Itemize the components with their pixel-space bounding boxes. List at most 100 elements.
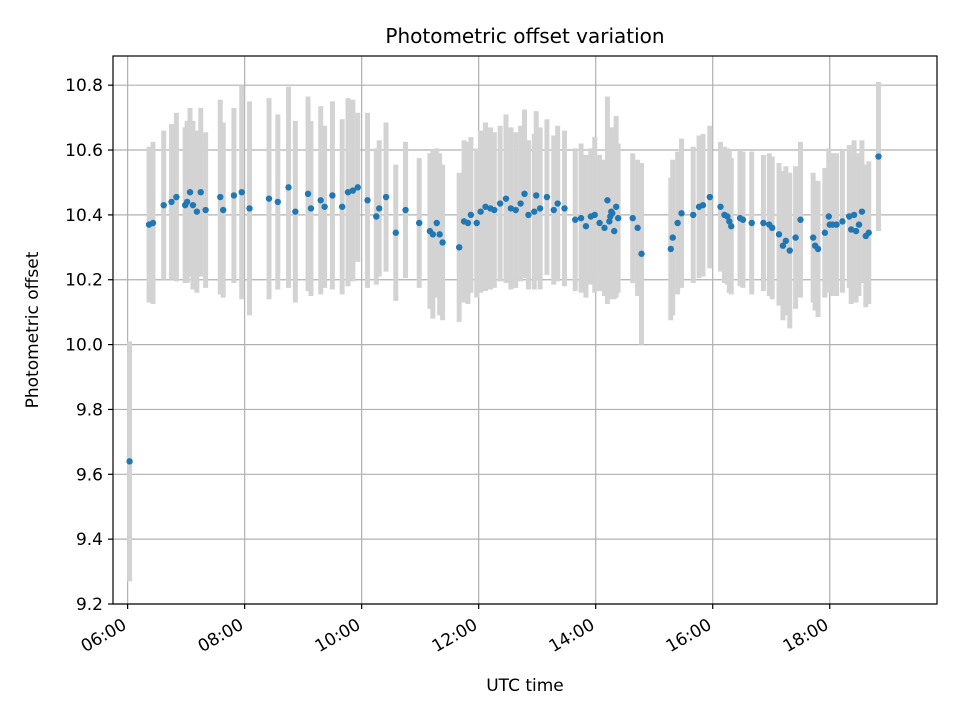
data-point bbox=[839, 218, 846, 225]
data-point bbox=[601, 224, 608, 232]
data-point bbox=[344, 188, 352, 196]
x-tick-label: 14:00 bbox=[546, 615, 598, 657]
data-point bbox=[525, 211, 532, 219]
y-tick-label: 10.2 bbox=[65, 271, 103, 291]
data-point bbox=[496, 200, 504, 207]
data-point bbox=[728, 223, 735, 230]
data-point bbox=[482, 203, 489, 210]
data-point bbox=[847, 226, 855, 233]
data-point bbox=[782, 237, 790, 245]
x-tick-label: 16:00 bbox=[663, 615, 715, 657]
y-axis-ticks: 9.2 9.4 9.6 9.8 10.0 10.2 10.4 10.6 10.8 bbox=[65, 76, 113, 615]
data-point bbox=[329, 192, 336, 199]
data-point bbox=[638, 250, 645, 257]
data-point bbox=[858, 208, 866, 215]
data-point bbox=[502, 195, 510, 202]
data-point bbox=[265, 195, 273, 202]
data-point bbox=[467, 211, 475, 219]
data-point bbox=[699, 201, 707, 209]
data-point bbox=[706, 193, 713, 201]
data-point bbox=[833, 221, 840, 228]
data-point bbox=[690, 211, 697, 219]
x-tick-label: 12:00 bbox=[429, 615, 481, 657]
data-point bbox=[217, 193, 224, 201]
data-point bbox=[464, 219, 472, 227]
data-point bbox=[809, 234, 817, 241]
data-point bbox=[173, 193, 180, 201]
data-point bbox=[674, 219, 681, 227]
data-point bbox=[865, 229, 872, 236]
data-point bbox=[521, 190, 528, 198]
data-point bbox=[517, 200, 524, 207]
data-point bbox=[364, 197, 371, 204]
error-bars bbox=[127, 81, 881, 582]
data-point bbox=[292, 208, 299, 215]
data-point bbox=[202, 206, 209, 214]
data-point bbox=[349, 187, 357, 194]
data-point bbox=[219, 206, 227, 214]
data-point bbox=[846, 213, 853, 220]
data-point bbox=[317, 197, 324, 204]
data-point bbox=[197, 188, 204, 196]
data-point bbox=[629, 214, 636, 222]
data-point bbox=[512, 206, 519, 214]
data-point bbox=[614, 214, 622, 222]
data-point bbox=[230, 192, 238, 199]
data-point bbox=[596, 219, 603, 227]
data-point bbox=[726, 218, 733, 225]
data-point bbox=[717, 203, 724, 210]
y-tick-label: 9.6 bbox=[76, 465, 103, 485]
data-point bbox=[792, 234, 799, 241]
data-point bbox=[611, 227, 618, 235]
data-point bbox=[561, 205, 568, 212]
x-tick-label: 10:00 bbox=[312, 615, 364, 657]
data-point bbox=[321, 203, 328, 210]
data-point bbox=[612, 203, 620, 210]
data-point bbox=[554, 200, 561, 207]
data-point bbox=[304, 190, 312, 198]
y-axis-label: Photometric offset bbox=[23, 251, 43, 408]
data-point bbox=[855, 221, 863, 228]
data-point bbox=[769, 224, 776, 232]
data-point bbox=[760, 219, 767, 227]
data-point bbox=[274, 198, 281, 206]
x-axis-label: UTC time bbox=[486, 676, 564, 696]
data-point bbox=[825, 213, 832, 220]
x-tick-label: 06:00 bbox=[78, 615, 130, 657]
data-point bbox=[609, 210, 616, 217]
data-point bbox=[577, 214, 585, 222]
data-point bbox=[193, 208, 201, 215]
data-point bbox=[667, 245, 674, 253]
data-point bbox=[376, 205, 383, 212]
data-point bbox=[402, 206, 409, 214]
data-point bbox=[477, 208, 484, 215]
data-point bbox=[536, 205, 544, 212]
data-point bbox=[786, 247, 793, 254]
y-tick-label: 10.4 bbox=[65, 206, 103, 226]
data-point bbox=[455, 244, 463, 251]
data-point bbox=[533, 192, 540, 199]
data-point bbox=[189, 201, 197, 209]
y-tick-label: 10.8 bbox=[65, 76, 103, 96]
data-point bbox=[473, 219, 480, 227]
y-tick-label: 9.2 bbox=[76, 595, 103, 615]
data-point bbox=[531, 208, 538, 215]
chart-title: Photometric offset variation bbox=[385, 24, 664, 48]
data-point bbox=[550, 206, 557, 214]
plot-frame bbox=[112, 55, 938, 605]
data-point bbox=[149, 219, 157, 227]
data-point bbox=[606, 218, 613, 225]
data-point bbox=[591, 211, 598, 219]
data-point bbox=[724, 213, 731, 220]
y-tick-label: 9.4 bbox=[76, 530, 103, 550]
data-point bbox=[126, 458, 133, 465]
data-point bbox=[875, 153, 882, 160]
data-point bbox=[392, 229, 399, 236]
data-point bbox=[307, 205, 315, 212]
data-point bbox=[507, 205, 515, 212]
data-point bbox=[572, 216, 579, 223]
data-point bbox=[246, 205, 253, 212]
y-tick-label: 10.0 bbox=[65, 336, 103, 356]
data-point bbox=[433, 219, 440, 227]
data-point bbox=[436, 231, 443, 238]
